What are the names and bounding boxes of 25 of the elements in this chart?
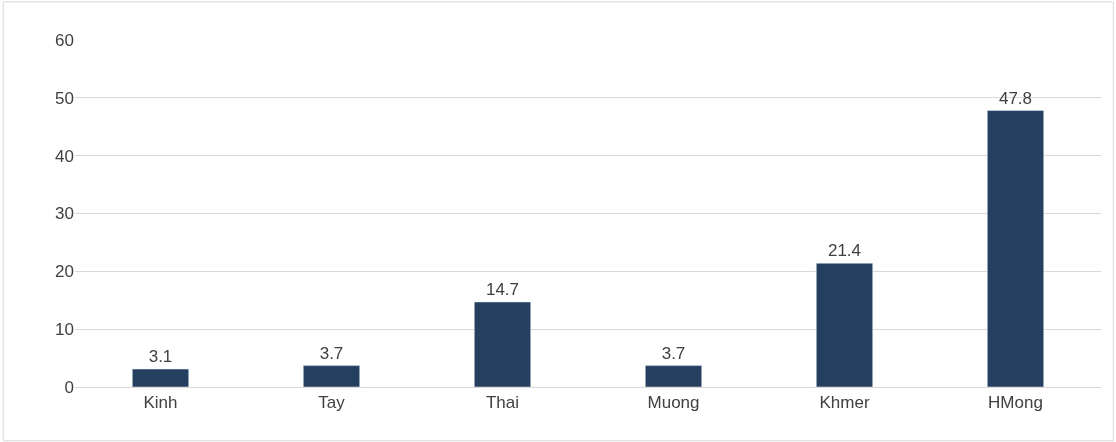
y-tick-label: 0 bbox=[64, 377, 74, 397]
data-label: 47.8 bbox=[998, 88, 1033, 108]
x-tick-label: Muong bbox=[647, 393, 700, 413]
data-label: 14.7 bbox=[485, 279, 520, 299]
data-label: 3.7 bbox=[661, 343, 686, 363]
x-tick-label: Khmer bbox=[819, 393, 870, 413]
data-label: 3.7 bbox=[319, 343, 344, 363]
x-tick-label: Tay bbox=[318, 393, 346, 413]
bar bbox=[816, 262, 873, 387]
bar bbox=[474, 301, 531, 387]
data-label: 3.1 bbox=[148, 347, 173, 367]
y-tick-label: 50 bbox=[55, 88, 74, 108]
bar bbox=[987, 110, 1044, 387]
y-tick-label: 60 bbox=[55, 30, 74, 50]
x-tick-label: Kinh bbox=[143, 393, 178, 413]
bar bbox=[645, 365, 702, 387]
y-tick-label: 40 bbox=[55, 146, 74, 166]
data-label: 21.4 bbox=[827, 241, 862, 261]
y-tick-label: 30 bbox=[55, 204, 74, 224]
bar bbox=[303, 365, 360, 387]
y-tick-label: 20 bbox=[55, 262, 74, 282]
bar bbox=[132, 368, 189, 387]
y-tick-label: 10 bbox=[55, 320, 74, 340]
x-tick-label: HMong bbox=[988, 393, 1043, 413]
x-tick-label: Thai bbox=[485, 393, 520, 413]
